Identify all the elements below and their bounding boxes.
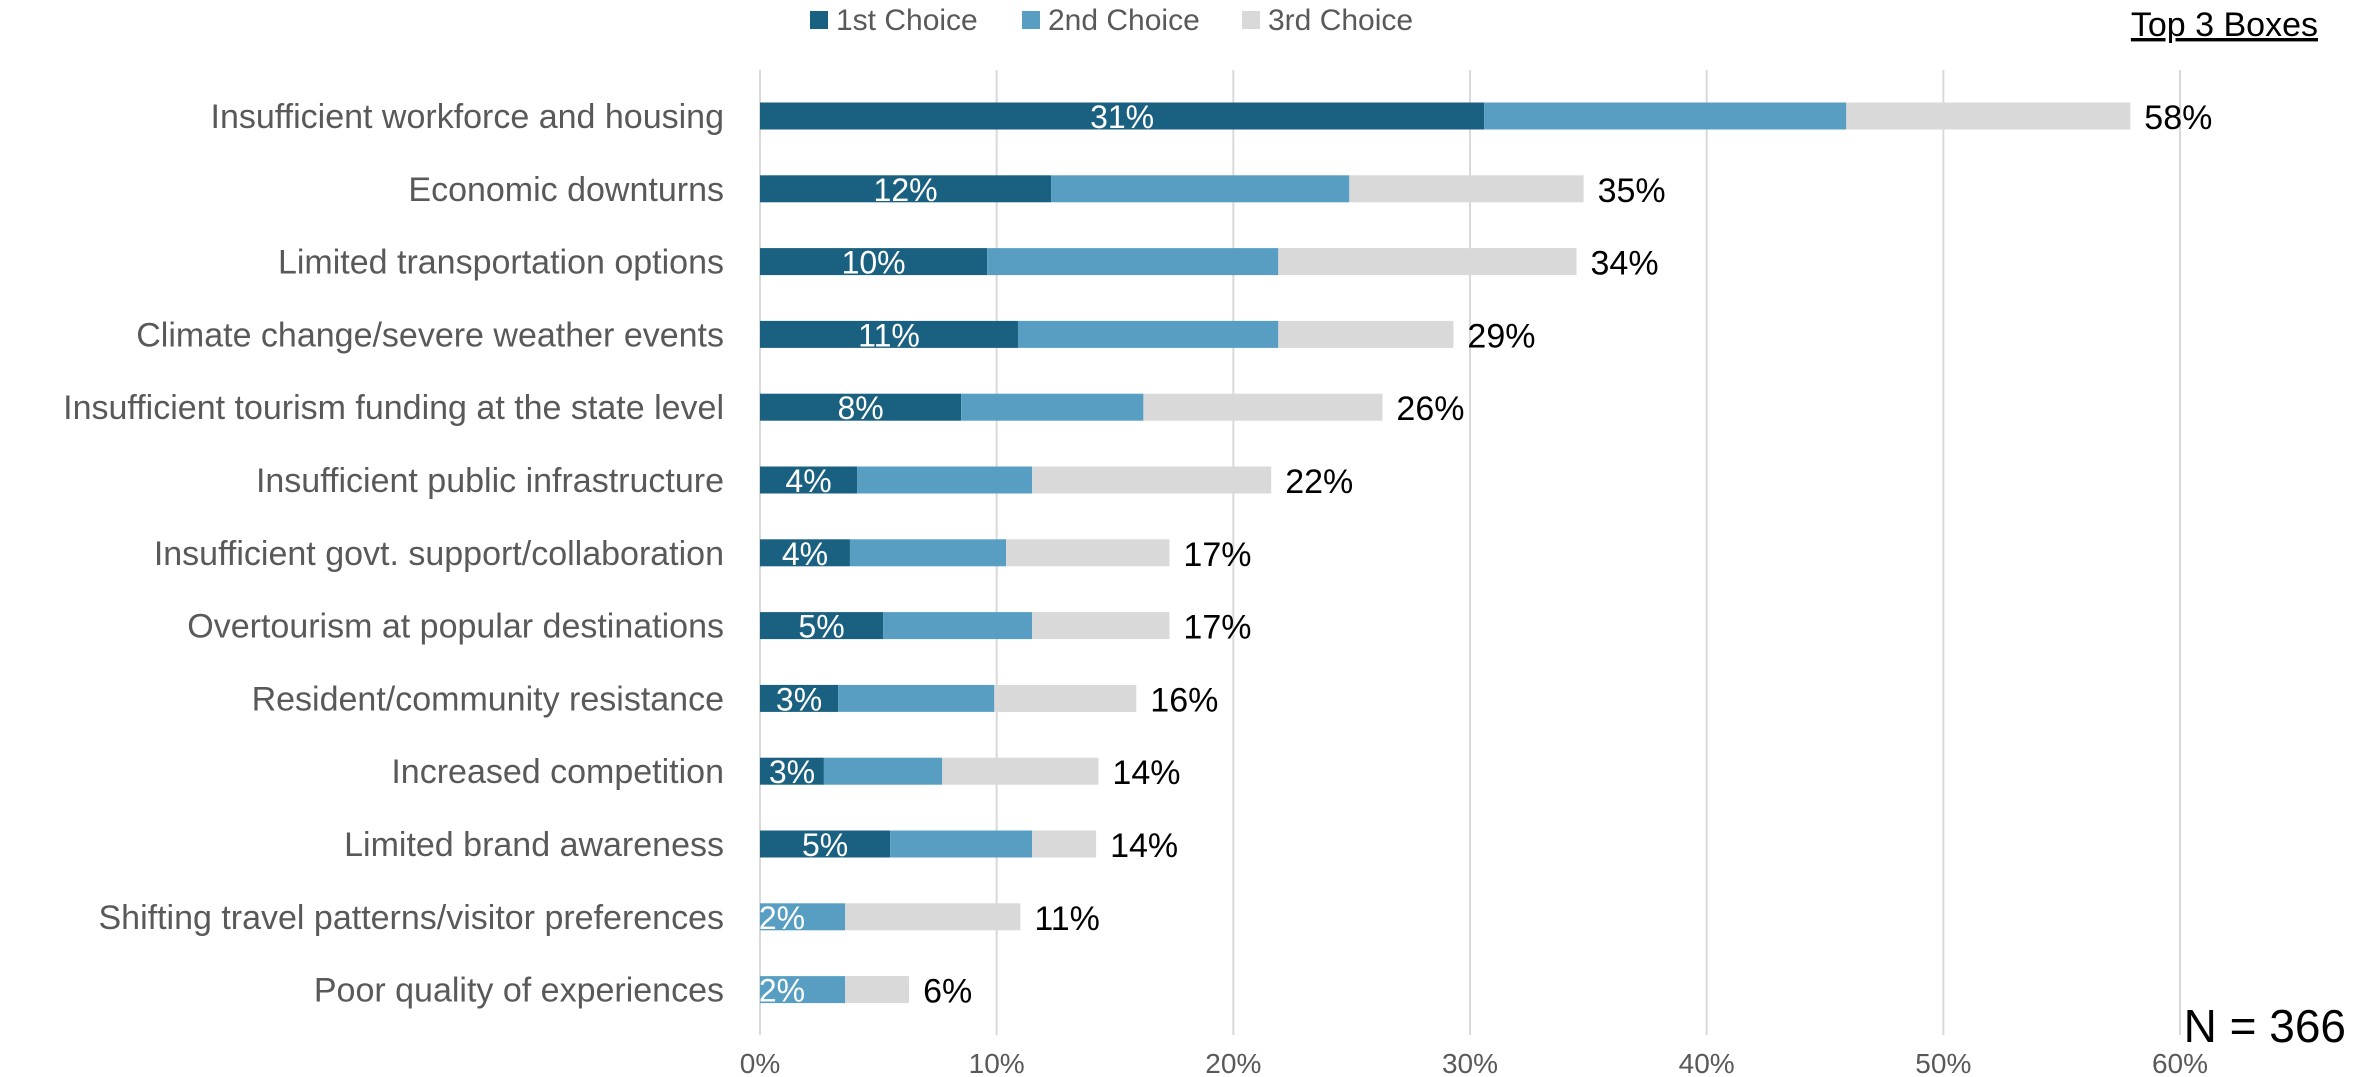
first-choice-label: 12% [874,172,938,208]
total-label: 26% [1396,390,1464,428]
bar-segment-2 [1051,175,1350,203]
bar-segment-1 [760,612,884,640]
category-label: Overtourism at popular destinations [187,608,724,646]
bar-segment-3 [1006,539,1170,567]
bar-segment-3 [942,757,1099,785]
total-label: 11% [1034,900,1100,938]
legend-swatch [810,11,828,29]
bar-segment-2 [760,903,846,931]
bar-segment-3 [1143,393,1383,421]
bar-segment-3 [1846,102,2131,130]
bar-segment-3 [1032,830,1097,858]
total-label: 34% [1591,245,1659,283]
bar-segment-1 [760,539,850,567]
legend-label: 3rd Choice [1268,4,1413,37]
first-choice-label: 4% [782,536,828,572]
total-label: 14% [1110,827,1178,865]
total-label: 17% [1183,609,1251,647]
legend-swatch [1242,11,1260,29]
bar-segment-2 [857,466,1033,494]
first-choice-label: 5% [798,609,844,645]
x-tick-label: 40% [1679,1048,1735,1077]
total-label: 16% [1150,681,1218,719]
x-tick-label: 30% [1442,1048,1498,1077]
x-tick-label: 10% [969,1048,1025,1077]
bar-segment-1 [760,175,1052,203]
x-tick-label: 60% [2152,1048,2208,1077]
bar-segment-1 [760,466,858,494]
x-axis-ticks: 0% 10% 20% 30% 40% 50% 60% [740,1048,2208,1077]
bars [760,102,2131,1004]
first-choice-label: 8% [837,390,883,426]
total-label: 22% [1285,463,1353,501]
first-choice-label: 5% [802,827,848,863]
bar-segment-3 [845,976,910,1004]
first-choice-label: 31% [1090,99,1154,135]
top-3-boxes-note: Top 3 Boxes [2131,6,2318,44]
bar-segment-2 [838,684,995,712]
total-label: 35% [1598,172,1666,210]
bar-segment-3 [1278,320,1454,348]
first-choice-label: 10% [842,245,906,281]
x-tick-label: 50% [1915,1048,1971,1077]
bar-segment-2 [1017,320,1279,348]
bar-segment-2 [1484,102,1847,130]
category-label: Increased competition [391,753,724,791]
bar-segment-3 [1032,466,1272,494]
total-label: 6% [923,973,972,1011]
bar-segment-1 [760,684,839,712]
bar-segment-1 [760,393,962,421]
category-label: Economic downturns [408,171,724,209]
legend-swatch [1022,11,1040,29]
bar-segment-1 [760,248,988,276]
bar-segment-1 [760,102,1485,130]
bar-segment-2 [849,539,1007,567]
bar-segment-1 [760,320,1018,348]
category-label: Insufficient tourism funding at the stat… [63,389,724,427]
first-choice-label: 11% [858,317,920,353]
bar-segment-1 [760,757,824,785]
bar-segment-2 [823,757,943,785]
first-choice-label: 3% [776,681,822,717]
bar-segment-3 [845,903,1021,931]
first-choice-label: 2% [759,900,805,936]
bar-segment-3 [1032,612,1170,640]
category-label: Poor quality of experiences [314,972,724,1010]
bar-segment-3 [1349,175,1584,203]
category-label: Insufficient public infrastructure [256,462,724,500]
category-label: Shifting travel patterns/visitor prefere… [98,899,724,937]
bar-segment-3 [1278,248,1577,276]
total-label: 14% [1112,754,1180,792]
bar-segment-1 [760,830,891,858]
x-tick-label: 0% [740,1048,780,1077]
category-label: Limited brand awareness [344,826,724,864]
category-label: Insufficient govt. support/collaboration [154,535,724,573]
category-label: Insufficient workforce and housing [211,98,724,136]
legend-label: 2nd Choice [1048,4,1200,37]
category-label: Climate change/severe weather events [136,316,724,354]
bar-segment-2 [961,393,1144,421]
first-choice-label: 2% [759,973,805,1009]
total-label: 17% [1183,536,1251,574]
legend: 1st Choice 2nd Choice 3rd Choice [810,4,1413,37]
data-labels: 31% 58% 12% 35% 10% 34% 11% 29% 8% 26% 4% 22% 4% 17% 5… [759,99,2212,1011]
legend-label: 1st Choice [836,4,978,37]
sample-size-note: N = 366 [2184,1000,2346,1052]
first-choice-label: 3% [769,754,815,790]
bar-segment-3 [994,684,1137,712]
bar-segment-2 [987,248,1279,276]
bar-segment-2 [883,612,1033,640]
category-label: Limited transportation options [278,244,724,282]
bar-segment-2 [890,830,1033,858]
gridlines [759,70,2181,1035]
first-choice-label: 4% [785,463,831,499]
x-tick-label: 20% [1205,1048,1261,1077]
total-label: 29% [1467,317,1535,355]
bar-segment-2 [760,976,846,1004]
category-label: Resident/community resistance [252,680,724,718]
category-labels: Insufficient workforce and housing Econom… [63,98,724,1010]
total-label: 58% [2144,99,2212,137]
